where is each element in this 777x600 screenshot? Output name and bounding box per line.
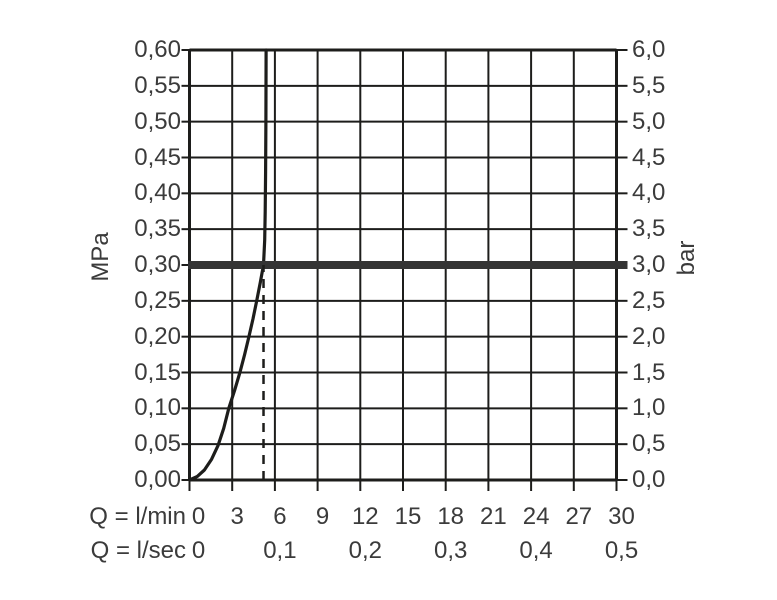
x-lsec-tick-label: 0,5	[604, 537, 639, 564]
y-right-tick-label: 6,0	[632, 36, 666, 63]
y-left-tick-label: 0,25	[134, 286, 181, 314]
y-left-tick-label: 0,30	[134, 251, 181, 278]
x-lmin-tick-label: 15	[394, 503, 422, 530]
y-right-tick-label: 2,5	[632, 286, 666, 314]
x-axis-label-lsec: Q = l/sec	[90, 537, 186, 564]
y-left-tick-label: 0,45	[134, 143, 181, 171]
pressure-flow-curve	[187, 48, 268, 482]
x-axis-label-lmin: Q = l/min	[89, 503, 186, 530]
y-right-tick-label: 1,0	[632, 394, 666, 422]
x-lsec-tick-label: 0,4	[519, 537, 553, 564]
y-left-tick-label: 0,50	[134, 107, 181, 135]
x-lmin-tick-label: 21	[480, 503, 507, 530]
y-left-tick-label: 0,15	[134, 358, 181, 386]
x-lmin-tick-label: 12	[351, 503, 379, 530]
x-lmin-tick-label: 18	[437, 503, 465, 530]
x-lmin-tick-label: 0	[191, 503, 206, 530]
y-left-tick-label: 0,00	[134, 466, 181, 493]
y-right-tick-label: 4,5	[632, 143, 666, 171]
x-lsec-tick-label: 0,2	[348, 537, 382, 564]
y-right-tick-label: 2,0	[632, 322, 666, 350]
x-lsec-tick-label: 0	[191, 537, 206, 564]
y-right-tick-label: 3,0	[632, 251, 666, 278]
y-right-tick-label: 5,0	[632, 107, 666, 135]
x-lmin-tick-label: 3	[230, 503, 244, 530]
x-lmin-tick-label: 6	[273, 503, 287, 530]
y-left-axis-unit: MPa	[87, 232, 114, 282]
y-left-tick-label: 0,55	[134, 71, 181, 99]
y-left-tick-label: 0,35	[134, 215, 181, 243]
y-right-tick-label: 1,5	[632, 358, 666, 386]
y-right-tick-label: 5,5	[632, 71, 666, 99]
y-left-tick-label: 0,10	[134, 394, 181, 422]
x-lmin-tick-label: 30	[608, 503, 635, 530]
grid-and-ticks	[181, 48, 628, 491]
y-left-tick-label: 0,20	[134, 322, 181, 350]
x-lmin-tick-label: 9	[315, 503, 330, 530]
y-left-tick-label: 0,60	[134, 36, 181, 63]
x-lmin-tick-label: 27	[565, 503, 593, 530]
y-right-tick-label: 4,0	[632, 179, 666, 207]
x-lsec-tick-label: 0,1	[263, 537, 297, 564]
x-lmin-tick-label: 24	[522, 503, 550, 530]
y-right-tick-label: 0,5	[632, 430, 666, 458]
y-right-axis-unit: bar	[673, 240, 700, 276]
y-right-tick-label: 3,5	[632, 215, 666, 243]
x-lsec-tick-label: 0,3	[434, 537, 468, 564]
y-left-tick-label: 0,40	[134, 179, 181, 207]
y-right-tick-label: 0,0	[632, 466, 666, 493]
y-left-tick-label: 0,05	[134, 430, 181, 458]
